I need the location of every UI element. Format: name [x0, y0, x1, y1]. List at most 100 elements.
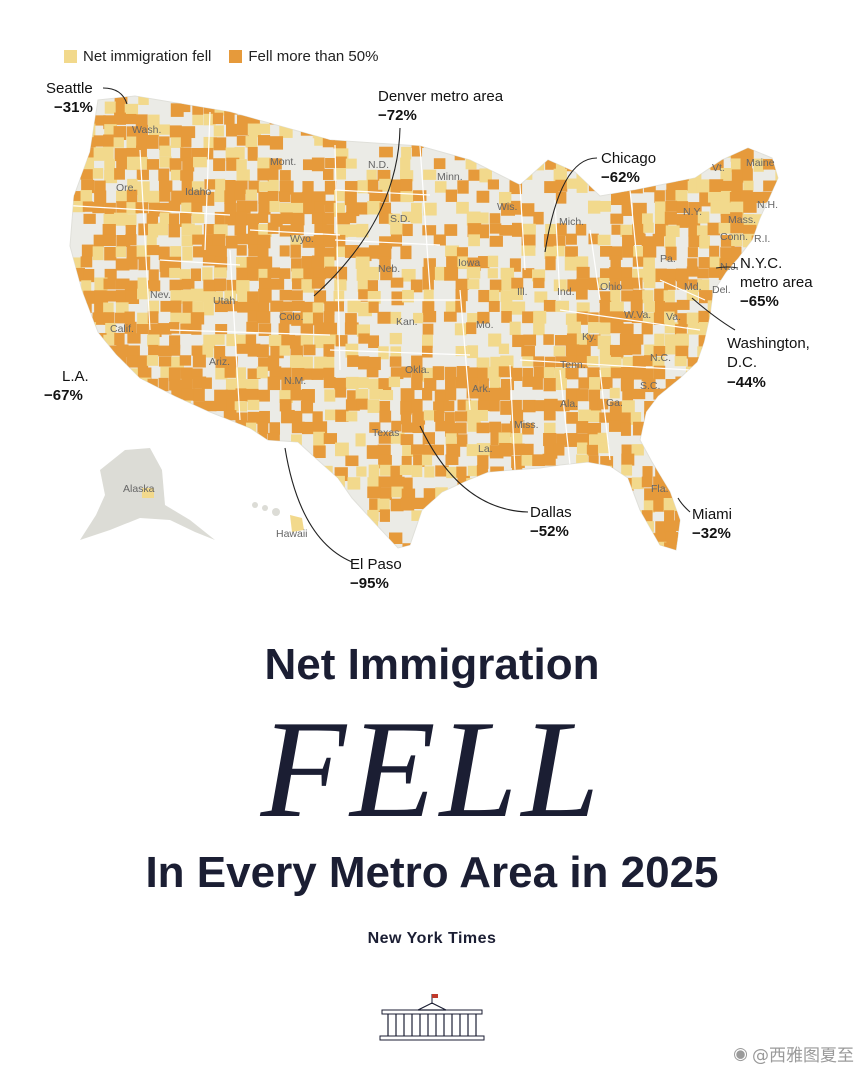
county-cell	[633, 233, 646, 245]
state-label: Okla.	[405, 364, 430, 376]
county-cell	[487, 255, 499, 268]
county-cell	[699, 454, 711, 467]
county-cell	[674, 324, 687, 337]
county-cell	[743, 101, 756, 114]
county-cell	[225, 147, 237, 162]
county-cell	[468, 169, 482, 181]
county-cell	[675, 376, 686, 388]
county-cell	[400, 497, 415, 511]
county-cell	[344, 322, 359, 335]
county-cell	[322, 224, 335, 236]
leader-lines	[102, 87, 739, 563]
county-cell	[622, 234, 634, 249]
county-cell	[479, 168, 492, 183]
county-cell	[565, 157, 579, 172]
county-cell	[225, 378, 238, 391]
county-cell	[412, 553, 426, 565]
callout-nyc-name-line2: metro area	[740, 274, 813, 291]
county-cell	[256, 344, 269, 358]
county-cell	[423, 258, 436, 269]
county-cell	[699, 192, 712, 207]
county-cell	[445, 245, 460, 257]
county-cell	[510, 477, 522, 492]
county-cell	[445, 376, 456, 390]
county-cell	[776, 466, 778, 481]
county-cell	[103, 312, 115, 325]
county-cell	[489, 124, 500, 136]
county-cell	[511, 200, 522, 215]
county-cell	[335, 156, 347, 169]
county-cell	[588, 476, 602, 490]
county-cell	[455, 555, 465, 566]
county-cell	[135, 114, 148, 128]
county-cell	[576, 355, 589, 369]
county-cell	[477, 400, 491, 412]
state-label: Alaska	[123, 483, 155, 495]
county-cell	[676, 499, 688, 513]
county-cell	[149, 422, 163, 434]
county-cell	[655, 223, 669, 237]
county-cell	[82, 322, 97, 334]
callout-denver-name: Denver metro area	[378, 88, 504, 105]
county-cell	[753, 543, 766, 550]
county-cell	[422, 278, 434, 290]
county-cell	[290, 244, 301, 258]
county-cell	[489, 376, 501, 389]
county-cell	[94, 301, 109, 313]
county-cell	[632, 101, 646, 114]
county-cell	[764, 530, 776, 545]
county-cell	[137, 277, 148, 290]
county-cell	[192, 212, 205, 224]
county-cell	[247, 291, 259, 305]
state-label: Va.	[666, 311, 681, 323]
county-cell	[124, 280, 139, 294]
county-cell	[467, 345, 479, 359]
county-cell	[256, 456, 268, 469]
county-cell	[576, 179, 588, 193]
legend-label-fell-50: Fell more than 50%	[248, 48, 379, 65]
county-cell	[721, 544, 733, 550]
county-cell	[214, 531, 228, 542]
county-cell	[168, 224, 180, 238]
callout-elpaso: El Paso −95%	[350, 556, 402, 592]
county-cell	[223, 410, 237, 421]
county-cell	[633, 245, 647, 257]
county-cell	[137, 367, 152, 380]
county-cell	[70, 190, 75, 203]
county-cell	[179, 212, 192, 227]
county-cell	[654, 455, 669, 466]
county-cell	[664, 169, 679, 182]
county-cell	[686, 312, 700, 325]
county-cell	[435, 487, 448, 500]
county-cell	[609, 521, 622, 536]
county-cell	[71, 554, 82, 564]
county-cell	[169, 279, 184, 291]
county-cell	[410, 213, 423, 224]
county-cell	[268, 478, 282, 489]
county-cell	[753, 124, 767, 135]
county-cell	[312, 312, 324, 326]
county-cell	[710, 159, 724, 171]
county-cell	[92, 168, 104, 179]
county-cell	[192, 497, 203, 512]
county-cell	[234, 147, 245, 159]
county-cell	[410, 444, 425, 455]
county-cell	[169, 322, 180, 334]
us-metro-map: Wash.Ore. IdahoMont.Wyo.N.D.S.D.Minn.Wis.…	[44, 80, 813, 592]
county-cell	[785, 256, 795, 268]
county-cell	[191, 181, 204, 192]
county-cell	[389, 332, 402, 345]
county-cell	[610, 192, 624, 206]
county-cell	[104, 543, 116, 550]
county-cell	[556, 135, 569, 146]
county-cell	[116, 158, 130, 170]
county-cell	[225, 389, 238, 402]
county-cell	[610, 322, 624, 334]
county-cell	[213, 423, 225, 437]
county-cell	[665, 246, 677, 261]
county-cell	[269, 366, 282, 380]
county-cell	[710, 200, 722, 214]
county-cell	[224, 356, 238, 370]
county-cell	[664, 334, 679, 346]
county-cell	[214, 443, 229, 455]
